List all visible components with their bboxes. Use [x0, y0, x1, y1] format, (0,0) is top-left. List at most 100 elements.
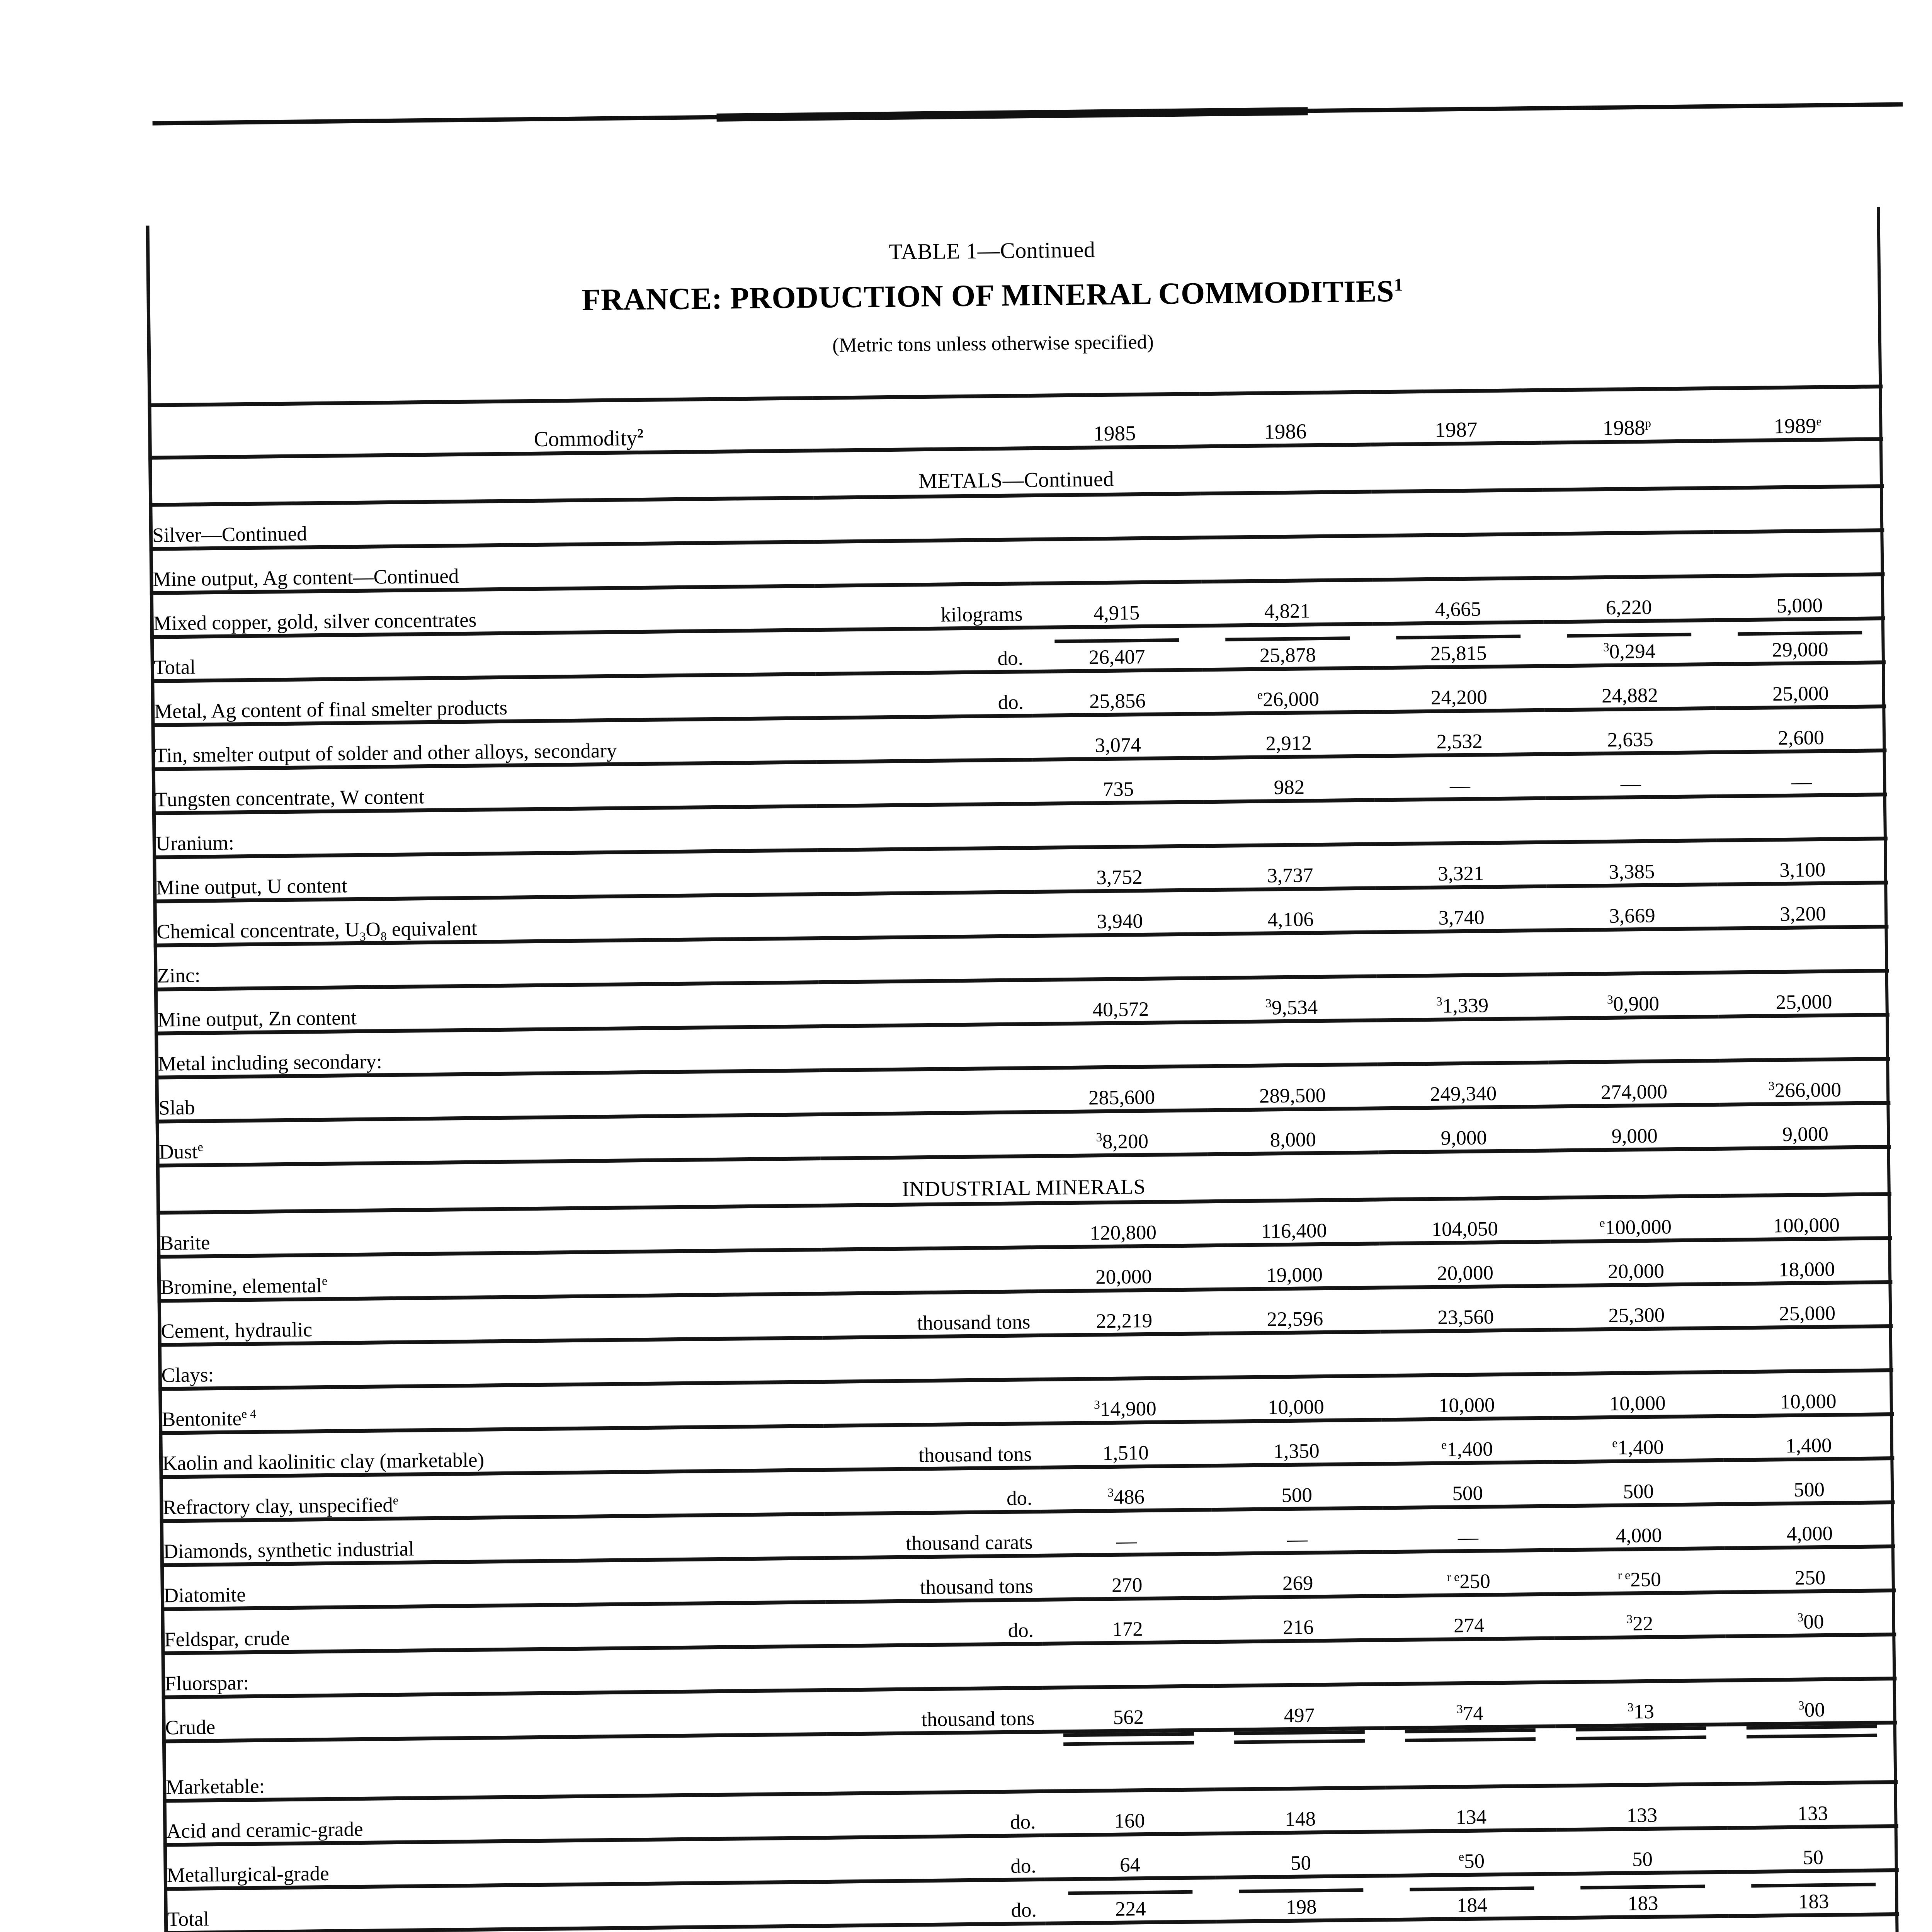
- commodity-name-cell: Acid and ceramic-grade: [163, 1793, 828, 1845]
- value-cell-1989: 3,100: [1716, 838, 1888, 884]
- value-cell-1989: 300: [1725, 1590, 1896, 1636]
- value-cell-1987: 274: [1383, 1594, 1555, 1640]
- table-continued-label: TABLE 1—Continued: [889, 237, 1095, 265]
- value-cell-1986: 500: [1211, 1464, 1383, 1510]
- value-cell-1987: 25,815: [1372, 622, 1544, 668]
- value-cell-1986: 39,534: [1206, 976, 1377, 1022]
- value-cell-1987: e50: [1386, 1830, 1557, 1876]
- value-cell-1985: 64: [1044, 1833, 1216, 1879]
- value-cell-1988: [1554, 1636, 1726, 1682]
- value-cell-1988: [1547, 928, 1718, 975]
- value-cell-1985: 314,900: [1039, 1378, 1211, 1423]
- commodity-name-cell: Chemical concentrate, U3O8 equivalent: [153, 894, 818, 946]
- page-title-footnote-marker: 1: [1394, 275, 1403, 295]
- value-cell-1986: 497: [1213, 1684, 1385, 1730]
- value-cell-1987: e1,400: [1381, 1418, 1553, 1464]
- value-cell-1988: —: [1545, 752, 1716, 798]
- value-cell-1985: 38,200: [1036, 1110, 1208, 1156]
- value-cell-1985: [1039, 1333, 1210, 1379]
- value-cell-1988: 9,000: [1549, 1104, 1720, 1151]
- commodity-name-cell: Metallurgical-grade: [163, 1837, 828, 1889]
- unit-cell: [816, 804, 1034, 850]
- value-cell-1988: [1551, 1328, 1723, 1374]
- commodity-name-cell: Metal including secondary:: [155, 1026, 820, 1078]
- commodity-name-cell: Mine output, Ag content—Continued: [149, 542, 815, 593]
- unit-cell: kilograms: [814, 583, 1031, 630]
- value-cell-1987: 4,665: [1372, 578, 1544, 624]
- value-cell-1987: [1380, 1330, 1552, 1376]
- value-cell-1987: 249,340: [1378, 1062, 1549, 1109]
- value-cell-1986: 4,106: [1205, 888, 1376, 934]
- commodity-name-cell: Mixed copper, gold, silver concentrates: [150, 586, 815, 637]
- commodity-name-cell: Mine output, Zn content: [154, 982, 820, 1034]
- value-cell-1989: 4,000: [1724, 1502, 1895, 1548]
- value-cell-1988: [1543, 532, 1714, 578]
- value-cell-1989: 5,400: [1728, 1914, 1900, 1932]
- value-cell-1988: r e250: [1553, 1548, 1725, 1594]
- value-cell-1988: 6,220: [1543, 576, 1714, 622]
- commodity-name-cell: Feldspar, crude: [161, 1602, 826, 1653]
- commodity-name-cell: Crude: [162, 1690, 827, 1742]
- value-cell-1988: 133: [1556, 1784, 1728, 1830]
- commodity-name-cell: Duste: [155, 1114, 821, 1166]
- value-cell-1987: [1374, 798, 1546, 844]
- value-cell-1987: 184: [1386, 1874, 1558, 1920]
- value-cell-1985: 735: [1032, 758, 1204, 804]
- value-cell-1987: [1371, 490, 1543, 536]
- value-cell-1986: e26,000: [1202, 668, 1374, 714]
- value-cell-1987: 2,532: [1374, 710, 1545, 756]
- unit-cell: [818, 936, 1035, 983]
- commodity-name-cell: Tungsten concentrate, W content: [151, 762, 817, 813]
- value-cell-1989: [1713, 486, 1884, 532]
- value-cell-1985: [1042, 1642, 1214, 1688]
- value-cell-1987: 5,409: [1387, 1918, 1558, 1932]
- commodity-name-cell: Bromine, elementale: [157, 1250, 822, 1301]
- value-cell-1986: 148: [1214, 1787, 1386, 1834]
- value-cell-1988: [1542, 488, 1714, 534]
- unit-cell: [813, 495, 1031, 542]
- commodity-name-cell: Silver—Continued: [149, 498, 814, 549]
- unit-cell: do.: [827, 1791, 1044, 1838]
- value-cell-1989: 25,000: [1715, 662, 1886, 708]
- value-cell-1988: e100,000: [1549, 1196, 1721, 1242]
- commodity-name-cell: Cement, hydraulic: [157, 1294, 823, 1345]
- value-cell-1986: 216: [1213, 1596, 1384, 1642]
- commodity-name-cell: Tin, smelter output of solder and other …: [151, 718, 816, 769]
- commodity-name-cell: Barite: [156, 1206, 822, 1257]
- value-cell-1986: [1205, 932, 1377, 978]
- value-cell-1989: 250: [1724, 1546, 1896, 1592]
- unit-cell: thousand carats: [824, 1511, 1041, 1558]
- value-cell-1988: 313: [1555, 1680, 1726, 1726]
- value-cell-1989: [1726, 1740, 1898, 1784]
- value-cell-1986: 116,400: [1208, 1199, 1380, 1246]
- value-cell-1985: 5,286: [1045, 1922, 1217, 1932]
- unit-cell: [818, 980, 1036, 1027]
- commodity-name-cell: Zinc:: [153, 938, 819, 990]
- unit-cell: [817, 848, 1034, 895]
- value-cell-1987: [1385, 1743, 1556, 1788]
- value-cell-1986: 10,000: [1210, 1376, 1382, 1422]
- value-cell-1985: —: [1041, 1510, 1212, 1556]
- value-cell-1985: [1030, 537, 1202, 584]
- value-cell-1986: 25,878: [1202, 624, 1374, 670]
- value-cell-1985: 25,856: [1032, 670, 1203, 716]
- value-cell-1985: [1036, 1022, 1207, 1068]
- value-cell-1988: e1,400: [1552, 1416, 1724, 1462]
- value-cell-1987: 3,740: [1376, 886, 1547, 932]
- value-cell-1986: 5,259: [1216, 1920, 1388, 1932]
- value-cell-1987: —: [1382, 1506, 1554, 1552]
- unit-cell: [816, 716, 1033, 762]
- value-cell-1987: [1384, 1638, 1555, 1684]
- value-cell-1986: 269: [1212, 1552, 1384, 1598]
- value-cell-1987: [1376, 930, 1548, 976]
- unit-cell: do.: [815, 628, 1032, 674]
- column-header-1987: 1987: [1370, 390, 1542, 445]
- value-cell-1989: 1,400: [1723, 1414, 1895, 1460]
- value-cell-1985: [1033, 802, 1205, 848]
- value-cell-1987: 20,000: [1379, 1242, 1551, 1288]
- value-cell-1986: [1209, 1332, 1381, 1378]
- value-cell-1988: 30,294: [1543, 620, 1715, 666]
- value-cell-1985: 40,572: [1035, 978, 1206, 1024]
- value-cell-1986: 1,350: [1211, 1420, 1382, 1466]
